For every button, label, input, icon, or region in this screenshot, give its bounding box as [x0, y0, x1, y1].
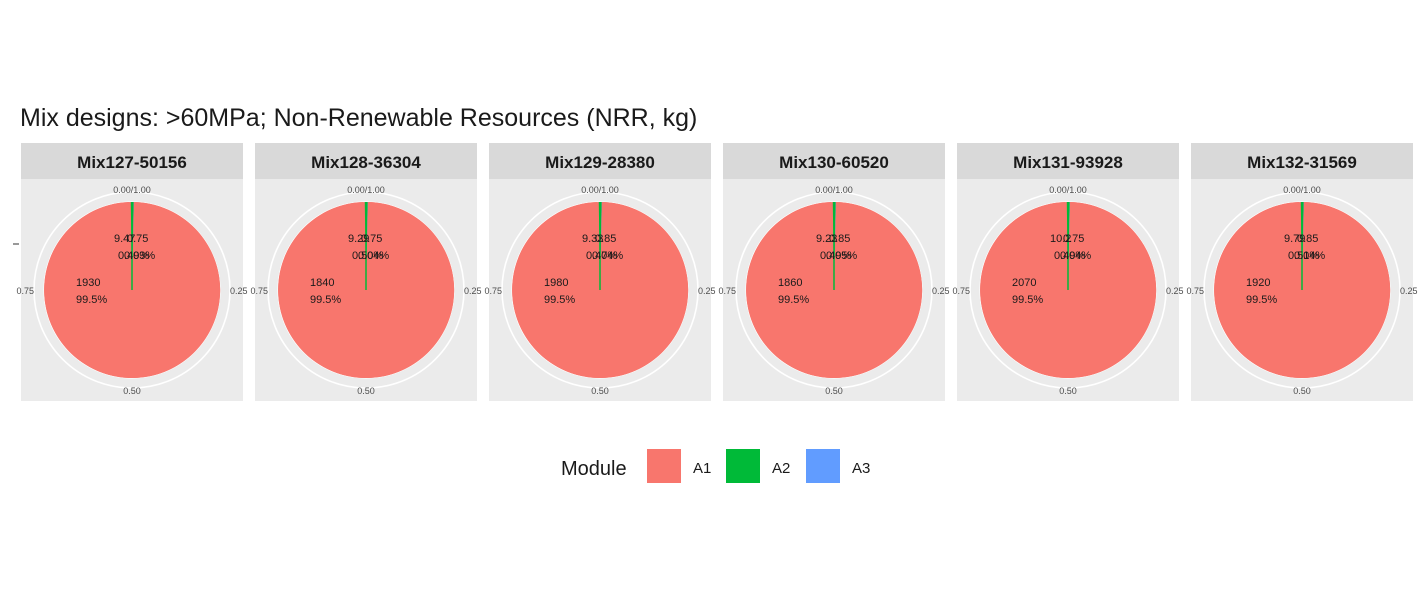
angular-tick-label: 0.25 — [698, 286, 716, 296]
facet-strip-label: Mix132-31569 — [1247, 153, 1357, 172]
legend-label-a3: A3 — [852, 460, 870, 477]
facet-strip — [957, 143, 1179, 179]
a3-percent-label: 0.03% — [124, 250, 155, 262]
angular-tick-label: 0.25 — [230, 286, 248, 296]
a3-value-label: 0.85 — [829, 233, 850, 245]
polar-grid-circle — [1203, 191, 1401, 389]
a1-percent-label: 99.5% — [310, 294, 341, 306]
a1-percent-label: 99.5% — [1012, 294, 1043, 306]
angular-tick-label: 0.25 — [1400, 286, 1418, 296]
a2-value-label: 9.79 — [1284, 233, 1305, 245]
legend-title: Module — [561, 458, 627, 480]
a1-percent-label: 99.5% — [76, 294, 107, 306]
a1-percent-label: 99.5% — [778, 294, 809, 306]
a2-percent-label: 0.49% — [820, 250, 851, 262]
a1-value-label: 1920 — [1246, 277, 1270, 289]
angular-tick-label: 0.50 — [591, 386, 609, 396]
a2-value-label: 9.33 — [582, 233, 603, 245]
angular-tick-label: 0.50 — [1293, 386, 1311, 396]
angular-tick-label: 0.00/1.00 — [1049, 185, 1087, 195]
facet-strip — [489, 143, 711, 179]
a2-percent-label: 0.50% — [352, 250, 383, 262]
a2-percent-label: 0.49% — [118, 250, 149, 262]
a1-value-label: 1840 — [310, 277, 334, 289]
angular-tick-label: 0.25 — [932, 286, 950, 296]
a1-percent-label: 99.5% — [544, 294, 575, 306]
angular-tick-label: 0.00/1.00 — [581, 185, 619, 195]
polar-grid-circle — [267, 191, 465, 389]
a3-percent-label: 0.04% — [358, 250, 389, 262]
a3-value-label: 0.75 — [361, 233, 382, 245]
angular-tick-label: 0.00/1.00 — [113, 185, 151, 195]
facet-strip-label: Mix130-60520 — [779, 153, 889, 172]
a2-value-label: 9.29 — [348, 233, 369, 245]
facet-panel: Mix130-60520 0.00/1.00 0.25 0.50 0.75 1860 99.… — [718, 143, 950, 401]
angular-tick-label: 0.75 — [718, 286, 736, 296]
facet-panel: Mix129-28380 0.00/1.00 0.25 0.50 0.75 1980 99.… — [484, 143, 716, 401]
a1-value-label: 1930 — [76, 277, 100, 289]
polar-grid-circle — [969, 191, 1167, 389]
angular-tick-label: 0.25 — [1166, 286, 1184, 296]
angular-tick-label: 0.00/1.00 — [1283, 185, 1321, 195]
a3-percent-label: 0.04% — [592, 250, 623, 262]
facet-panels: Mix127-50156 0.00/1.00 0.25 0.50 0.75 1930 99.… — [16, 143, 1418, 401]
facet-panel: Mix131-93928 0.00/1.00 0.25 0.50 0.75 2070 99.… — [952, 143, 1184, 401]
angular-tick-label: 0.00/1.00 — [815, 185, 853, 195]
facet-panel: Mix127-50156 0.00/1.00 0.25 0.50 0.75 1930 99.… — [16, 143, 248, 401]
facet-strip-label: Mix131-93928 — [1013, 153, 1123, 172]
polar-grid-circle — [33, 191, 231, 389]
a3-value-label: 0.85 — [1297, 233, 1318, 245]
a2-percent-label: 0.51% — [1288, 250, 1319, 262]
angular-tick-label: 0.75 — [16, 286, 34, 296]
angular-tick-label: 0.50 — [123, 386, 141, 396]
facet-strip — [21, 143, 243, 179]
polar-grid-circle — [735, 191, 933, 389]
a3-value-label: 0.85 — [595, 233, 616, 245]
facet-strip-label: Mix129-28380 — [545, 153, 655, 172]
facet-strip — [1191, 143, 1413, 179]
legend-key-a3 — [806, 449, 840, 483]
angular-tick-label: 0.50 — [825, 386, 843, 396]
angular-tick-label: 0.25 — [464, 286, 482, 296]
legend-key-a2 — [726, 449, 760, 483]
a2-percent-label: 0.49% — [1054, 250, 1085, 262]
a2-percent-label: 0.47% — [586, 250, 617, 262]
a3-percent-label: 0.04% — [1060, 250, 1091, 262]
a2-value-label: 10.2 — [1050, 233, 1071, 245]
angular-tick-label: 0.75 — [952, 286, 970, 296]
angular-tick-label: 0.50 — [357, 386, 375, 396]
facet-strip — [255, 143, 477, 179]
a3-percent-label: 0.04% — [1294, 250, 1325, 262]
a1-value-label: 1980 — [544, 277, 568, 289]
a2-value-label: 9.47 — [114, 233, 135, 245]
angular-tick-label: 0.75 — [250, 286, 268, 296]
legend: Module A1 A2 A3 — [561, 449, 870, 483]
a1-value-label: 1860 — [778, 277, 802, 289]
facet-strip — [723, 143, 945, 179]
facet-panel: Mix132-31569 0.00/1.00 0.25 0.50 0.75 1920 99.… — [1186, 143, 1418, 401]
a1-percent-label: 99.5% — [1246, 294, 1277, 306]
angular-tick-label: 0.00/1.00 — [347, 185, 385, 195]
a3-percent-label: 0.05% — [826, 250, 857, 262]
a2-value-label: 9.23 — [816, 233, 837, 245]
polar-grid-circle — [501, 191, 699, 389]
angular-tick-label: 0.75 — [484, 286, 502, 296]
chart-title: Mix designs: >60MPa; Non-Renewable Resou… — [20, 104, 697, 132]
legend-label-a2: A2 — [772, 460, 790, 477]
a3-value-label: 0.75 — [127, 233, 148, 245]
legend-label-a1: A1 — [693, 460, 711, 477]
angular-tick-label: 0.75 — [1186, 286, 1204, 296]
a3-value-label: 0.75 — [1063, 233, 1084, 245]
angular-tick-label: 0.50 — [1059, 386, 1077, 396]
facet-panel: Mix128-36304 0.00/1.00 0.25 0.50 0.75 1840 99.… — [250, 143, 482, 401]
facet-strip-label: Mix127-50156 — [77, 153, 187, 172]
facet-strip-label: Mix128-36304 — [311, 153, 421, 172]
a1-value-label: 2070 — [1012, 277, 1036, 289]
legend-key-a1 — [647, 449, 681, 483]
